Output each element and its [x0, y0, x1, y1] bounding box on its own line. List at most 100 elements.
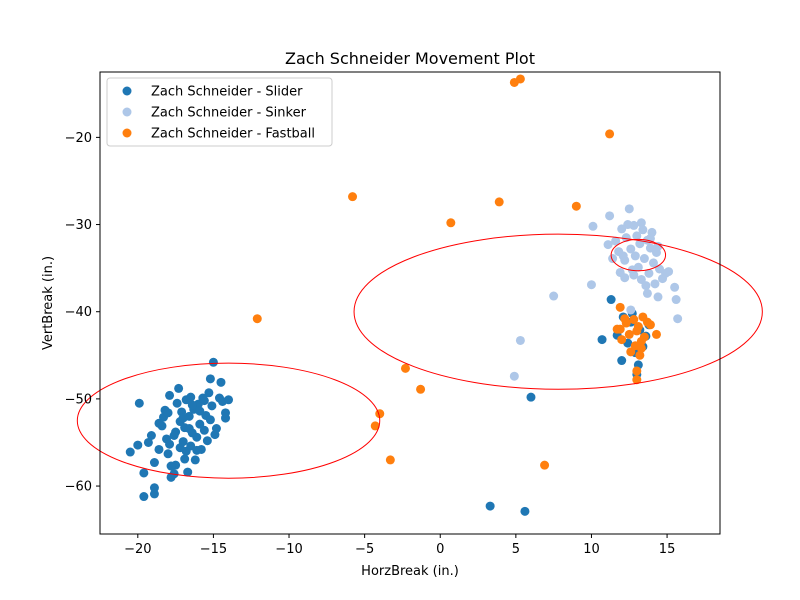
- data-point: [603, 240, 613, 250]
- legend-label-2: Zach Schneider - Fastball: [151, 127, 315, 142]
- data-point: [644, 268, 654, 278]
- legend-label-0: Zach Schneider - Slider: [151, 85, 303, 100]
- x-tick-label: 5: [512, 542, 520, 557]
- data-point: [178, 413, 188, 423]
- y-tick-label: −60: [65, 480, 92, 495]
- data-point: [611, 236, 621, 246]
- data-point: [485, 501, 495, 511]
- data-point: [626, 244, 636, 254]
- x-tick-label: −10: [275, 542, 302, 557]
- y-tick-label: −50: [65, 392, 92, 407]
- data-point: [617, 356, 627, 366]
- data-point: [169, 469, 179, 479]
- data-point: [139, 468, 149, 478]
- data-point: [515, 74, 525, 84]
- data-point: [629, 270, 639, 280]
- legend-marker-0: [122, 86, 132, 96]
- series-2: [252, 74, 661, 470]
- data-point: [632, 375, 642, 385]
- data-point: [617, 335, 627, 345]
- data-point: [348, 192, 358, 202]
- data-point: [446, 218, 456, 228]
- chart-title: Zach Schneider Movement Plot: [285, 49, 535, 68]
- data-point: [190, 455, 200, 465]
- data-point: [139, 492, 149, 502]
- data-point: [673, 314, 683, 324]
- data-point: [163, 449, 173, 459]
- legend-label-1: Zach Schneider - Sinker: [151, 106, 307, 121]
- data-point: [205, 374, 215, 384]
- data-point: [202, 436, 212, 446]
- data-point: [520, 506, 530, 516]
- data-point: [623, 220, 633, 230]
- x-tick-label: −5: [355, 542, 374, 557]
- data-point: [653, 292, 663, 302]
- x-axis-ticks: −20 −15 −10 −5 0 5 10 15: [124, 534, 675, 557]
- data-point: [633, 262, 643, 272]
- data-point: [165, 390, 175, 400]
- data-point: [509, 371, 519, 381]
- data-point: [184, 424, 194, 434]
- data-point: [571, 201, 581, 211]
- data-point: [642, 288, 652, 298]
- data-point: [636, 218, 646, 228]
- data-point: [608, 254, 618, 264]
- data-point: [143, 437, 153, 447]
- data-point: [163, 408, 173, 418]
- data-point: [597, 335, 607, 345]
- data-point: [651, 329, 661, 339]
- data-point: [207, 401, 217, 411]
- cluster-ellipse-2: [610, 238, 667, 272]
- axes-frame: [99, 71, 721, 535]
- data-point: [636, 343, 646, 353]
- data-point: [192, 432, 202, 442]
- data-point: [165, 439, 175, 449]
- data-point: [174, 383, 184, 393]
- data-point: [180, 454, 190, 464]
- y-tick-label: −20: [65, 131, 92, 146]
- data-point: [154, 444, 164, 454]
- x-tick-label: 15: [659, 542, 676, 557]
- legend: Zach Schneider - Slider Zach Schneider - …: [106, 77, 333, 147]
- data-point: [629, 315, 639, 325]
- data-point: [195, 406, 205, 416]
- data-point: [186, 392, 196, 402]
- data-point: [549, 291, 559, 301]
- legend-box: [106, 77, 333, 147]
- data-point: [615, 267, 625, 277]
- data-point: [620, 314, 630, 324]
- cluster-ellipse-1: [353, 233, 763, 390]
- data-point: [605, 211, 615, 221]
- data-point: [540, 460, 550, 470]
- legend-marker-2: [122, 128, 132, 138]
- data-point: [175, 443, 185, 453]
- data-point: [588, 221, 598, 231]
- data-point: [624, 329, 634, 339]
- data-point: [494, 197, 504, 207]
- data-point: [385, 455, 395, 465]
- data-point: [205, 415, 215, 425]
- plot-area: [76, 74, 763, 516]
- data-point: [224, 395, 234, 405]
- data-point: [216, 377, 226, 387]
- data-point: [626, 305, 636, 315]
- data-point: [515, 335, 525, 345]
- data-point: [149, 489, 159, 499]
- data-point: [526, 392, 536, 402]
- data-point: [618, 251, 628, 261]
- data-point: [146, 430, 156, 440]
- data-point: [416, 384, 426, 394]
- data-point: [252, 314, 262, 324]
- data-point: [169, 430, 179, 440]
- data-point: [133, 440, 143, 450]
- y-tick-label: −30: [65, 218, 92, 233]
- legend-marker-1: [122, 107, 132, 117]
- data-point: [192, 445, 202, 455]
- data-point: [671, 295, 681, 305]
- x-tick-label: 0: [436, 542, 444, 557]
- data-point: [632, 366, 642, 376]
- data-point: [154, 418, 164, 428]
- y-axis-label: VertBreak (in.): [41, 256, 56, 350]
- series-1: [509, 204, 683, 381]
